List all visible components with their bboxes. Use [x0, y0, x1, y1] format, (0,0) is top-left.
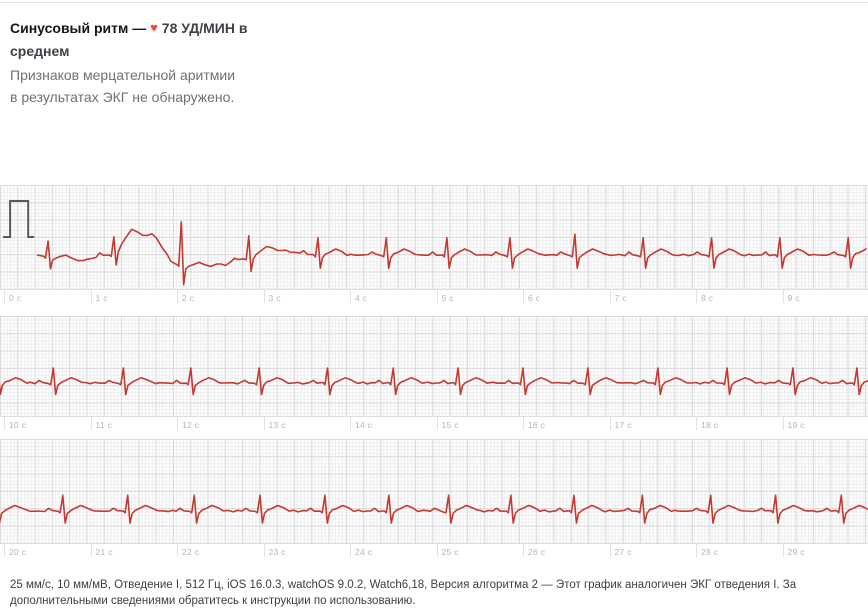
time-tick-label: 3 с	[268, 293, 281, 303]
ecg-trace	[0, 494, 868, 524]
time-tick	[263, 290, 265, 303]
header: Синусовый ритм — ♥ 78 УД/МИН в среднем П…	[0, 3, 868, 108]
time-tick	[4, 417, 5, 430]
time-tick	[436, 417, 438, 430]
time-tick	[90, 290, 92, 303]
ecg-grid-3	[0, 439, 868, 544]
time-tick-label: 5 с	[441, 293, 454, 303]
time-tick-label: 15 с	[441, 420, 459, 430]
time-tick-label: 14 с	[355, 420, 373, 430]
ecg-strip-1: 0 с 1 с 2 с 3 с 4 с 5 с 6 с 7 с 8 с 9 с	[0, 185, 868, 308]
time-tick	[350, 290, 351, 303]
time-tick	[350, 417, 351, 430]
time-tick	[350, 544, 351, 557]
result-description-line1: Признаков мерцательной аритмии	[10, 67, 236, 83]
ecg-strip-2: 10 с 11 с 12 с 13 с 14 с 15 с 16 с 17 с 18 с 19 с	[0, 316, 868, 435]
time-tick-label: 12 с	[182, 420, 200, 430]
result-title: Синусовый ритм — ♥ 78 УД/МИН в среднем	[10, 17, 300, 62]
result-description: Признаков мерцательной аритмии в результ…	[10, 64, 856, 108]
time-tick-label: 18 с	[701, 420, 719, 430]
time-tick	[609, 544, 611, 557]
time-tick-label: 8 с	[701, 293, 714, 303]
time-tick	[696, 544, 697, 557]
time-tick	[177, 544, 178, 557]
time-tick-label: 21 с	[95, 547, 113, 557]
time-tick	[263, 417, 265, 430]
time-tick	[609, 417, 611, 430]
calibration-pulse	[3, 200, 35, 238]
time-axis-2: 10 с 11 с 12 с 13 с 14 с 15 с 16 с 17 с 18 с 19 с	[0, 417, 868, 435]
top-divider	[0, 2, 868, 3]
time-tick	[177, 417, 178, 430]
time-tick-label: 24 с	[355, 547, 373, 557]
time-tick	[609, 290, 611, 303]
time-tick-label: 7 с	[614, 293, 627, 303]
average-bpm-text: 78 УД/МИН в среднем	[10, 20, 248, 59]
time-tick-label: 26 с	[528, 547, 546, 557]
time-tick-label: 22 с	[182, 547, 200, 557]
time-tick-label: 25 с	[441, 547, 459, 557]
time-tick-label: 23 с	[268, 547, 286, 557]
time-tick	[263, 544, 265, 557]
footer-note: 25 мм/с, 10 мм/мВ, Отведение I, 512 Гц, …	[10, 579, 797, 607]
time-tick	[436, 544, 438, 557]
time-tick-label: 4 с	[355, 293, 368, 303]
time-tick	[523, 417, 524, 430]
time-tick	[523, 544, 524, 557]
time-tick-label: 19 с	[787, 420, 805, 430]
ecg-strip-3: 20 с 21 с 22 с 23 с 24 с 25 с 26 с 27 с 28 с 29 с	[0, 439, 868, 562]
time-tick	[436, 290, 438, 303]
time-tick	[4, 290, 5, 303]
time-tick-label: 16 с	[528, 420, 546, 430]
time-tick	[696, 417, 697, 430]
time-tick-label: 0 с	[9, 293, 22, 303]
time-tick	[90, 544, 92, 557]
time-tick	[696, 290, 697, 303]
time-tick-label: 17 с	[614, 420, 632, 430]
time-tick-label: 9 с	[787, 293, 800, 303]
result-description-line2: в результатах ЭКГ не обнаружено.	[10, 89, 235, 105]
ecg-grid-2	[0, 316, 868, 417]
time-tick	[90, 417, 92, 430]
time-tick	[782, 290, 784, 303]
ecg-trace	[0, 367, 868, 396]
time-tick-label: 28 с	[701, 547, 719, 557]
time-axis-3: 20 с 21 с 22 с 23 с 24 с 25 с 26 с 27 с 28 с 29 с	[0, 544, 868, 562]
time-tick-label: 27 с	[614, 547, 632, 557]
ecg-trace-svg	[0, 367, 868, 396]
time-tick	[523, 290, 524, 303]
time-tick-label: 11 с	[95, 420, 113, 430]
time-tick-label: 20 с	[9, 547, 27, 557]
time-tick-label: 29 с	[787, 547, 805, 557]
time-tick	[4, 544, 5, 557]
heart-icon: ♥	[150, 20, 158, 35]
time-tick-label: 2 с	[182, 293, 195, 303]
time-tick-label: 6 с	[528, 293, 541, 303]
ecg-trace-svg	[0, 494, 868, 524]
ecg-trace	[36, 221, 867, 286]
time-tick	[782, 417, 784, 430]
time-tick-label: 1 с	[95, 293, 108, 303]
time-tick	[782, 544, 784, 557]
result-title-text: Синусовый ритм —	[10, 20, 147, 36]
time-tick-label: 13 с	[268, 420, 286, 430]
time-tick	[177, 290, 178, 303]
time-axis-1: 0 с 1 с 2 с 3 с 4 с 5 с 6 с 7 с 8 с 9 с	[0, 290, 868, 308]
ecg-grid-1	[0, 185, 868, 290]
ecg-trace-svg	[3, 200, 867, 286]
time-tick-label: 10 с	[9, 420, 27, 430]
